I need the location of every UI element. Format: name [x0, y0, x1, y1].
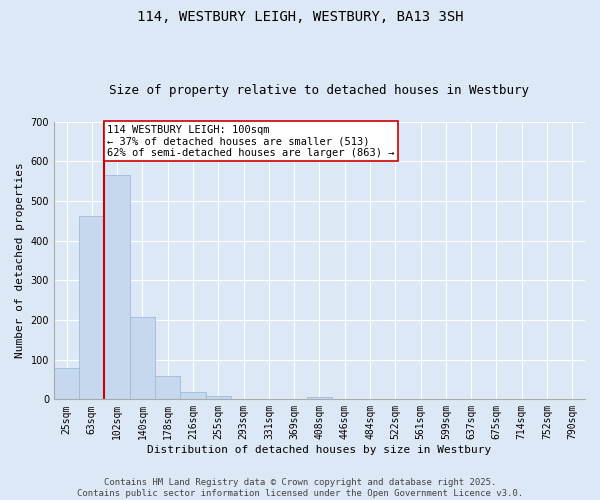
Text: 114, WESTBURY LEIGH, WESTBURY, BA13 3SH: 114, WESTBURY LEIGH, WESTBURY, BA13 3SH	[137, 10, 463, 24]
Text: Contains HM Land Registry data © Crown copyright and database right 2025.
Contai: Contains HM Land Registry data © Crown c…	[77, 478, 523, 498]
Bar	[104, 174, 130, 400]
Bar	[307, 396, 332, 400]
Text: 114 WESTBURY LEIGH: 100sqm
← 37% of detached houses are smaller (513)
62% of sem: 114 WESTBURY LEIGH: 100sqm ← 37% of deta…	[107, 124, 395, 158]
Bar	[79, 216, 104, 400]
X-axis label: Distribution of detached houses by size in Westbury: Distribution of detached houses by size …	[148, 445, 491, 455]
Bar	[54, 368, 79, 400]
Bar	[206, 396, 231, 400]
Title: Size of property relative to detached houses in Westbury: Size of property relative to detached ho…	[109, 84, 529, 97]
Y-axis label: Number of detached properties: Number of detached properties	[15, 162, 25, 358]
Bar	[181, 392, 206, 400]
Bar	[155, 376, 181, 400]
Bar	[130, 317, 155, 400]
